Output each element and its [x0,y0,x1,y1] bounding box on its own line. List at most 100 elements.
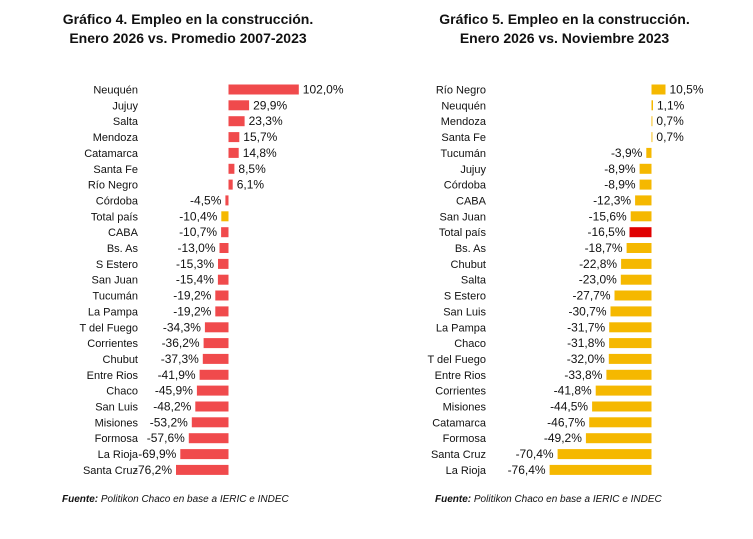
bar-san-juan [630,211,652,222]
chart-panel-gráfico-4: Gráfico 4. Empleo en la construcción. En… [0,0,376,539]
value-label-total-país: -10,4% [179,209,217,223]
value-label-salta: 23,3% [249,114,283,128]
value-label-jujuy: -8,9% [604,162,636,176]
source-text: Politikon Chaco en base a IERIC e INDEC [98,494,289,505]
bar-catamarca [589,417,652,428]
value-label-chubut: -22,8% [579,257,617,271]
bar-jujuy [639,163,652,174]
category-label-formosa: Formosa [95,433,139,445]
value-label-la-rioja: -69,9% [138,447,176,461]
bar-santa-fe [228,163,235,174]
category-label-s-estero: S Estero [444,291,486,303]
value-label-la-rioja: -76,4% [508,463,546,477]
value-label-santa-cruz: -76,2% [134,463,172,477]
category-label-chubut: Chubut [451,259,486,271]
chart-title-line-1: Gráfico 4. Empleo en la construcción. [62,11,314,27]
bar-corrientes [203,338,229,349]
value-label-neuquén: 1,1% [657,98,685,112]
category-label-jujuy: Jujuy [112,100,138,112]
value-label-corrientes: -36,2% [162,336,200,350]
bar-san-luis [195,401,229,412]
category-label-bs-as: Bs. As [107,243,139,255]
category-label-formosa: Formosa [443,433,487,445]
bar-caba [221,227,229,238]
category-label-chaco: Chaco [454,338,486,350]
bar-santa-cruz [557,449,652,460]
chart-title: Gráfico 4. Empleo en la construcción. En… [0,10,376,48]
bar-tucumán [215,290,229,301]
value-label-catamarca: -46,7% [547,415,585,429]
value-label-caba: -10,7% [179,225,217,239]
category-label-san-juan: San Juan [440,211,486,223]
category-label-neuquén: Neuquén [93,85,138,97]
value-label-córdoba: -8,9% [604,178,636,192]
source-note: Fuente: Politikon Chaco en base a IERIC … [62,494,289,505]
value-label-san-luis: -30,7% [568,304,606,318]
category-label-jujuy: Jujuy [460,164,486,176]
bar-chart-gráfico-4: Neuquén 102,0% Jujuy 29,9% Salta 23,3% Mendoza… [79,83,343,477]
value-label-bs-as: -13,0% [177,241,215,255]
bar-la-rioja [180,449,229,460]
chart-title-line-1: Gráfico 5. Empleo en la construcción. [439,11,690,27]
value-label-entre-rios: -41,9% [158,368,196,382]
chart-title: Gráfico 5. Empleo en la construcción. En… [376,10,753,48]
bar-córdoba [225,195,229,206]
value-label-santa-fe: 0,7% [656,130,684,144]
bar-catamarca [228,147,239,158]
value-label-formosa: -57,6% [147,431,185,445]
bar-misiones [592,401,652,412]
bar-jujuy [228,100,250,111]
category-label-mendoza: Mendoza [93,132,139,144]
bar-chart-gráfico-5: Río Negro 10,5% Neuquén 1,1% Mendoza 0,7% Sant… [427,83,704,477]
category-label-chubut: Chubut [103,354,138,366]
value-label-río-negro: 10,5% [670,83,704,97]
chart-title-line-2: Enero 2026 vs. Promedio 2007-2023 [69,30,307,46]
category-label-tucumán: Tucumán [441,148,486,160]
category-label-caba: CABA [456,195,487,207]
category-label-salta: Salta [461,275,487,287]
value-label-san-juan: -15,6% [589,209,627,223]
category-label-la-pampa: La Pampa [88,306,139,318]
source-label: Fuente: [435,494,472,505]
value-label-caba: -12,3% [593,193,631,207]
category-label-mendoza: Mendoza [441,116,487,128]
chart-panel-gráfico-5: Gráfico 5. Empleo en la construcción. En… [376,0,753,539]
bar-la-pampa [215,306,229,317]
bar-chaco [196,385,229,396]
chart-title-line-2: Enero 2026 vs. Noviembre 2023 [459,30,670,46]
category-label-total-país: Total país [439,227,487,239]
bar-neuquén [651,100,653,111]
category-label-río-negro: Río Negro [436,85,486,97]
bar-misiones [191,417,229,428]
value-label-río-negro: 6,1% [237,178,265,192]
value-label-t-del-fuego: -32,0% [567,352,605,366]
category-label-río-negro: Río Negro [88,180,138,192]
value-label-la-pampa: -31,7% [567,320,605,334]
category-label-total-país: Total país [91,211,139,223]
category-label-la-pampa: La Pampa [436,322,487,334]
bar-total-país [221,211,229,222]
category-label-catamarca: Catamarca [84,148,139,160]
value-label-bs-as: -18,7% [585,241,623,255]
value-label-mendoza: 15,7% [243,130,277,144]
category-label-salta: Salta [113,116,139,128]
bar-mendoza [651,116,653,127]
value-label-chaco: -31,8% [567,336,605,350]
bar-salta [228,116,245,127]
category-label-san-luis: San Luis [95,402,138,414]
value-label-misiones: -53,2% [150,415,188,429]
bar-t-del-fuego [608,353,652,364]
category-label-la-rioja: La Rioja [98,449,139,461]
bar-córdoba [639,179,652,190]
value-label-san-luis: -48,2% [153,400,191,414]
bar-chubut [202,353,229,364]
value-label-mendoza: 0,7% [656,114,684,128]
bar-corrientes [595,385,652,396]
category-label-catamarca: Catamarca [432,417,487,429]
bar-salta [620,274,652,285]
bar-río-negro [228,179,233,190]
bar-formosa [585,433,652,444]
bar-entre-rios [606,369,652,380]
bar-la-rioja [549,464,652,475]
category-label-caba: CABA [108,227,139,239]
